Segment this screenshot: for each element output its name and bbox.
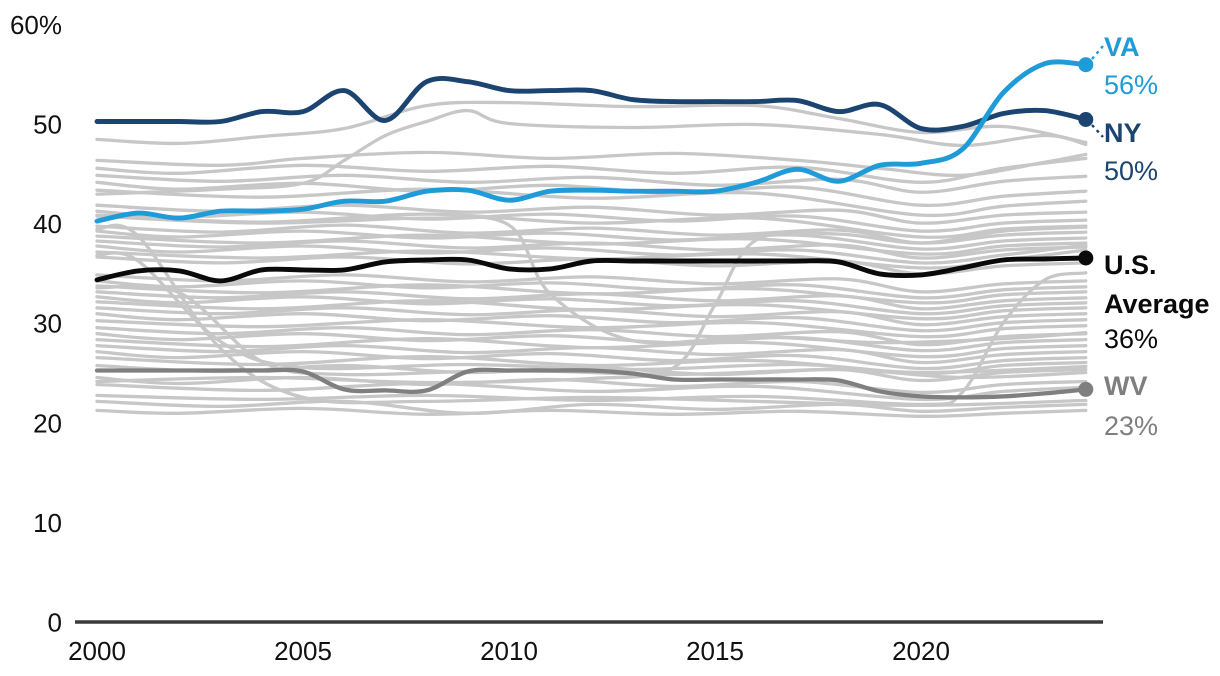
background-state-line	[95, 156, 1088, 184]
series-value-wv: 23%	[1104, 411, 1159, 441]
background-state-line	[95, 406, 1088, 418]
background-state-line	[95, 187, 1088, 218]
background-state-line	[95, 349, 1088, 371]
background-state-line	[95, 326, 1088, 347]
background-state-line	[95, 332, 1088, 353]
y-tick-label: 0	[48, 608, 62, 638]
series-endpoint-ny	[1078, 112, 1094, 127]
x-tick-label: 2000	[68, 636, 126, 666]
background-state-line	[95, 209, 1088, 233]
series-line-us	[94, 255, 1089, 284]
series-label-va: VA	[1104, 32, 1140, 62]
series-value-ny: 50%	[1104, 156, 1159, 186]
background-state-line	[95, 299, 1088, 321]
background-state-line	[95, 381, 1088, 402]
background-state-line	[95, 312, 1088, 333]
background-state-line	[95, 306, 1088, 327]
series-endpoint-us	[1078, 250, 1094, 266]
series-endpoint-va	[1078, 57, 1094, 73]
y-tick-label: 40	[33, 209, 62, 239]
y-tick-label: 20	[33, 408, 62, 438]
x-tick-label: 2005	[274, 636, 332, 666]
series-line-wv	[94, 367, 1088, 400]
background-state-line	[95, 239, 1088, 260]
background-state-line	[95, 375, 1088, 395]
series-value-va: 56%	[1104, 70, 1159, 100]
y-tick-label: 50	[33, 110, 62, 140]
background-state-line	[95, 283, 1088, 305]
y-tick-label: 60%	[10, 10, 62, 40]
background-state-line	[95, 173, 1088, 194]
background-state-line	[95, 399, 1088, 415]
background-state-line	[95, 100, 1088, 146]
background-state-line	[95, 180, 1088, 208]
y-tick-label: 10	[33, 508, 62, 538]
background-state-line	[95, 336, 1088, 359]
x-tick-label: 2015	[686, 636, 744, 666]
series-line-ny	[94, 76, 1089, 133]
series-label-wv: WV	[1104, 371, 1148, 401]
background-state-line	[95, 243, 1088, 265]
background-state-line	[95, 233, 1088, 256]
background-state-line	[95, 108, 1088, 196]
background-state-line	[95, 214, 1088, 345]
series-endpoint-wv	[1078, 381, 1094, 397]
background-state-line	[95, 343, 1088, 365]
background-state-line	[95, 318, 1088, 339]
background-state-line	[95, 290, 1088, 311]
x-tick-label: 2010	[480, 636, 538, 666]
series-label-us-average: U.S. Average	[1104, 250, 1210, 319]
background-state-line	[95, 150, 1088, 178]
label-leader-ny	[1091, 124, 1104, 138]
series-label-ny: NY	[1104, 118, 1142, 148]
series-line-va	[94, 59, 1089, 224]
background-state-line	[95, 229, 1088, 251]
background-state-line	[95, 273, 1088, 294]
x-tick-label: 2020	[892, 636, 950, 666]
y-tick-label: 30	[33, 309, 62, 339]
label-leader-va	[1091, 45, 1104, 60]
series-value-us-average: 36%	[1104, 324, 1159, 354]
background-state-line	[95, 295, 1088, 316]
background-state-line	[95, 279, 1088, 300]
background-state-line	[95, 354, 1088, 376]
